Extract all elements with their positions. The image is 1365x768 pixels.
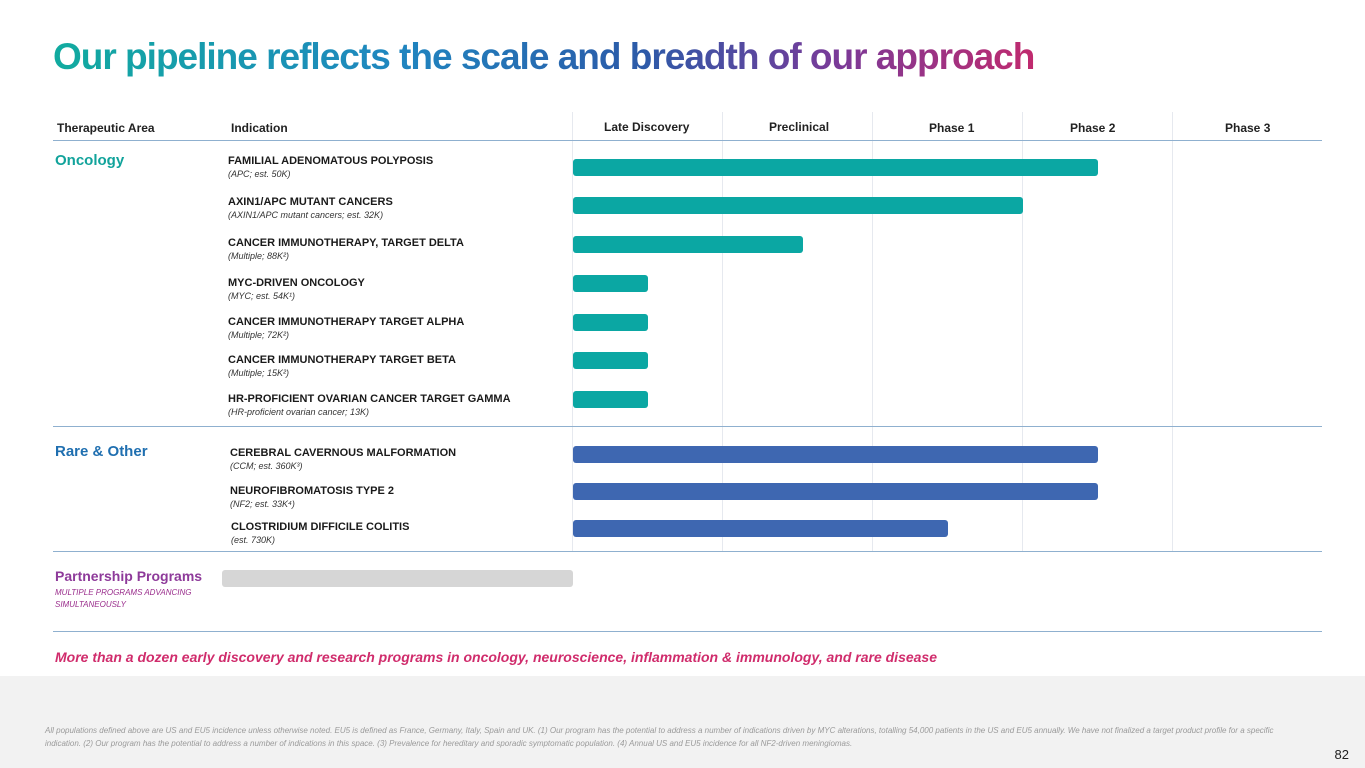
indication-detail: (AXIN1/APC mutant cancers; est. 32K) [228,210,384,220]
area-partnership-programs: Partnership Programs [55,568,203,584]
pipeline-bar [573,159,1098,176]
indication-detail: (CCM; est. 360K³) [230,461,303,471]
area-oncology: Oncology [55,152,125,169]
pipeline-bar [573,520,948,537]
pipeline-bar [573,446,1098,463]
header-stage-phase-2: Phase 2 [1070,121,1116,135]
header-stage-phase-1: Phase 1 [929,121,975,135]
page-number: 82 [1334,747,1349,762]
header-stage-phase-3: Phase 3 [1225,121,1271,135]
column-divider [722,112,723,551]
indication-detail: (NF2; est. 33K⁴) [230,499,295,509]
footer [0,676,1365,768]
pipeline-bar [573,352,648,369]
section-divider [53,551,1322,552]
indication-detail: (MYC; est. 54K¹) [228,291,296,301]
column-divider [1022,112,1023,551]
footnote: All populations defined above are US and… [45,726,1274,748]
indication-name: AXIN1/APC MUTANT CANCERS [228,196,393,208]
area-rare-other: Rare & Other [55,443,148,460]
indication-name: CEREBRAL CAVERNOUS MALFORMATION [230,447,457,459]
indication-detail: (Multiple; 15K²) [228,368,290,378]
indication-detail: (HR-proficient ovarian cancer; 13K) [228,407,370,417]
pipeline-bar [573,483,1098,500]
partnership-bar [222,570,573,587]
header-therapeutic-area: Therapeutic Area [57,121,155,135]
indication-name: CLOSTRIDIUM DIFFICILE COLITIS [231,521,410,533]
partnership-subtitle: MULTIPLE PROGRAMS ADVANCING SIMULTANEOUS… [55,588,192,609]
pipeline-bar [573,275,648,292]
pipeline-bar [573,236,803,253]
column-divider [572,112,573,551]
pipeline-bar [573,391,648,408]
indication-detail: (Multiple; 88K²) [228,251,290,261]
indication-name: CANCER IMMUNOTHERAPY TARGET BETA [228,354,456,366]
indication-name: CANCER IMMUNOTHERAPY, TARGET DELTA [228,237,464,249]
header-stage-preclinical: Preclinical [769,120,830,134]
section-divider [53,631,1322,632]
column-divider [872,112,873,551]
indication-detail: (Multiple; 72K²) [228,330,290,340]
page-title: Our pipeline reflects the scale and brea… [53,36,1035,77]
indication-name: NEUROFIBROMATOSIS TYPE 2 [230,485,395,497]
indication-name: MYC-DRIVEN ONCOLOGY [228,277,365,289]
indication-detail: (est. 730K) [231,535,276,545]
pipeline-bar [573,197,1023,214]
indication-name: FAMILIAL ADENOMATOUS POLYPOSIS [228,155,434,167]
callout-text: More than a dozen early discovery and re… [55,649,937,665]
header-indication: Indication [231,121,288,135]
indication-detail: (APC; est. 50K) [228,169,291,179]
indication-name: CANCER IMMUNOTHERAPY TARGET ALPHA [228,316,465,328]
header-stage-late-discovery: Late Discovery [604,120,690,134]
section-divider [53,426,1322,427]
pipeline-bar [573,314,648,331]
indication-name: HR-PROFICIENT OVARIAN CANCER TARGET GAMM… [228,393,511,405]
header-divider [53,140,1322,141]
column-divider [1172,112,1173,551]
